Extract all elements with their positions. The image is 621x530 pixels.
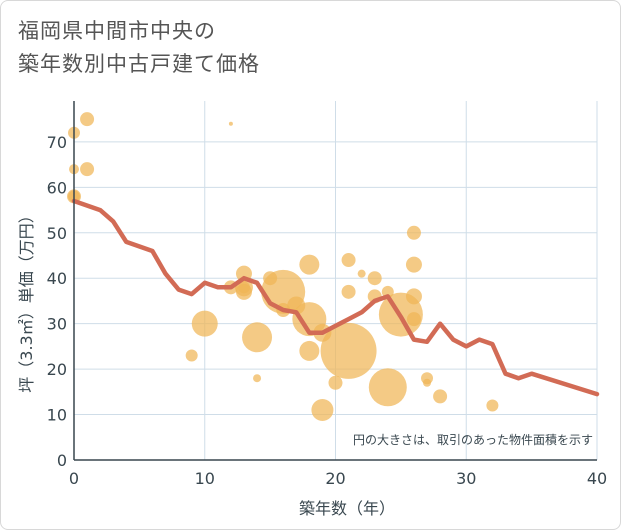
bubble-point bbox=[299, 254, 320, 275]
bubble-point bbox=[381, 285, 394, 298]
bubble-point bbox=[423, 378, 432, 387]
bubble-point bbox=[357, 269, 366, 278]
bubble-point bbox=[242, 322, 273, 353]
bubble-point bbox=[406, 225, 421, 240]
x-tick-labels: 0 10 20 30 40 bbox=[69, 469, 607, 488]
y-tick-label: 0 bbox=[57, 451, 67, 470]
bubble-size-note: 円の大きさは、取引のあった物件面積を示す bbox=[353, 432, 593, 447]
bubble-point bbox=[237, 281, 250, 294]
bubble-point bbox=[486, 399, 499, 412]
line-layer bbox=[71, 198, 600, 397]
y-tick-label: 10 bbox=[47, 406, 67, 425]
y-tick-label: 60 bbox=[47, 178, 67, 197]
y-tick-label: 40 bbox=[47, 269, 67, 288]
y-tick-label: 30 bbox=[47, 315, 67, 334]
chart-title: 福岡県中間市中央の 築年数別中古戸建て価格 bbox=[18, 15, 260, 81]
y-axis-label: 坪（3.3㎡）単価（万円） bbox=[17, 207, 36, 392]
bubble-point bbox=[405, 288, 422, 305]
y-tick-label: 70 bbox=[47, 133, 67, 152]
bubble-point bbox=[185, 349, 198, 362]
bubble-point bbox=[341, 253, 356, 268]
axes bbox=[73, 101, 597, 461]
bubble-point bbox=[299, 340, 320, 361]
bubble-point bbox=[406, 312, 421, 327]
bubble-point bbox=[191, 310, 218, 337]
chart-title-line-1: 福岡県中間市中央の bbox=[18, 19, 216, 43]
grid bbox=[74, 101, 598, 460]
bubble-point bbox=[311, 399, 334, 422]
y-tick-label: 50 bbox=[47, 224, 67, 243]
y-tick-labels: 0 10 20 30 40 50 60 70 bbox=[47, 133, 67, 470]
x-tick-label: 10 bbox=[195, 469, 215, 488]
bubble-point bbox=[367, 271, 382, 286]
bubble-point bbox=[328, 375, 343, 390]
x-tick-label: 0 bbox=[69, 469, 79, 488]
bubble-point bbox=[80, 112, 95, 127]
x-axis-label: 築年数（年） bbox=[299, 499, 395, 518]
x-tick-label: 30 bbox=[456, 469, 476, 488]
bubble-point bbox=[253, 374, 262, 383]
bubble-point bbox=[405, 256, 422, 273]
bubble-point bbox=[341, 284, 356, 299]
bubble-layer bbox=[67, 112, 499, 422]
bubble-point bbox=[433, 389, 448, 404]
y-tick-label: 20 bbox=[47, 360, 67, 379]
average-price-line bbox=[71, 198, 600, 397]
chart-title-line-2: 築年数別中古戸建て価格 bbox=[18, 52, 260, 77]
bubble-point bbox=[368, 368, 407, 407]
x-tick-label: 40 bbox=[587, 469, 607, 488]
bubble-point bbox=[228, 121, 233, 126]
bubble-point bbox=[320, 322, 377, 379]
x-tick-label: 20 bbox=[325, 469, 345, 488]
bubble-point bbox=[80, 162, 95, 177]
